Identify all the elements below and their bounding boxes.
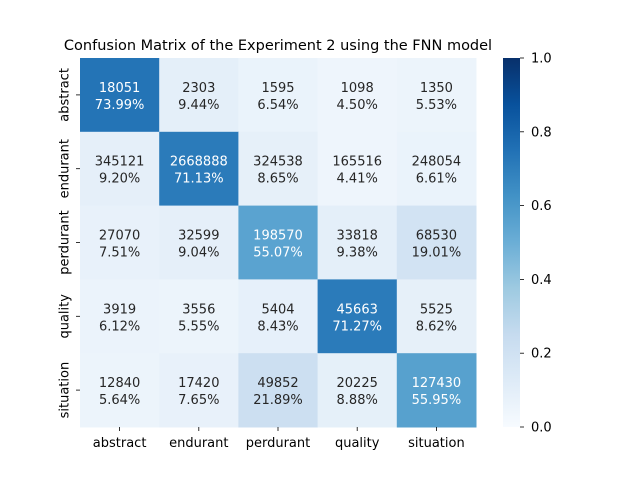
heatmap-cell	[238, 353, 319, 428]
cell-percent-label: 5.53%	[416, 98, 457, 113]
heatmap-cell	[396, 205, 477, 280]
cell-percent-label: 9.20%	[99, 172, 140, 187]
cell-count-label: 5525	[420, 302, 453, 317]
cell-count-label: 2668888	[170, 155, 228, 170]
cell-count-label: 20225	[337, 376, 378, 391]
cell-count-label: 248054	[412, 155, 462, 170]
colorbar-tick-label: 1.0	[531, 52, 552, 67]
colorbar-tick-label: 0.8	[531, 125, 552, 140]
cell-percent-label: 8.43%	[257, 319, 298, 334]
cell-count-label: 1098	[341, 81, 374, 96]
cell-percent-label: 6.54%	[257, 98, 298, 113]
y-tick-label: endurant	[58, 139, 73, 198]
cell-count-label: 5404	[261, 302, 294, 317]
heatmap-cell	[317, 58, 398, 133]
cell-count-label: 27070	[99, 229, 140, 244]
cell-percent-label: 8.88%	[337, 393, 378, 408]
cell-percent-label: 6.61%	[416, 172, 457, 187]
cell-count-label: 165516	[332, 155, 382, 170]
cell-count-label: 198570	[253, 229, 303, 244]
cell-percent-label: 6.12%	[99, 319, 140, 334]
x-axis-ticks: abstract endurant perdurant quality situatio…	[93, 427, 465, 451]
heatmap-cell	[396, 131, 477, 207]
cell-count-label: 3919	[103, 302, 136, 317]
heatmap-cell	[396, 58, 477, 133]
cell-percent-label: 55.07%	[253, 246, 303, 261]
cell-count-label: 1595	[261, 81, 294, 96]
x-tick-label: perdurant	[246, 436, 311, 451]
colorbar-ticks: 0.0 0.2 0.4 0.6 0.8 1.0	[520, 52, 552, 436]
cell-percent-label: 19.01%	[412, 246, 462, 261]
heatmap-cell	[80, 205, 160, 280]
heatmap-cell	[238, 131, 319, 207]
colorbar	[503, 58, 520, 427]
heatmap-cells: 18051 73.99% 2303 9.44% 1595 6.54% 1098 4.50% 13…	[80, 58, 477, 428]
cell-percent-label: 9.04%	[178, 246, 219, 261]
y-tick-label: situation	[58, 362, 73, 419]
cell-percent-label: 55.95%	[412, 393, 462, 408]
cell-percent-label: 5.55%	[178, 319, 219, 334]
heatmap-cell	[238, 58, 319, 133]
y-tick-label: quality	[58, 294, 73, 339]
heatmap-cell	[317, 353, 398, 428]
y-axis-ticks: abstract endurant perdurant quality situatio…	[58, 68, 80, 418]
x-tick-label: endurant	[169, 436, 228, 451]
cell-percent-label: 4.41%	[337, 172, 378, 187]
heatmap-cell	[159, 353, 239, 428]
chart-title: Confusion Matrix of the Experiment 2 usi…	[64, 38, 492, 54]
cell-count-label: 33818	[337, 229, 378, 244]
colorbar-tick-label: 0.6	[531, 199, 552, 214]
heatmap-cell	[80, 58, 160, 133]
cell-percent-label: 8.65%	[257, 172, 298, 187]
cell-count-label: 49852	[257, 376, 298, 391]
cell-count-label: 345121	[95, 155, 145, 170]
cell-percent-label: 9.44%	[178, 98, 219, 113]
cell-count-label: 3556	[182, 302, 215, 317]
heatmap-cell	[159, 279, 239, 354]
cell-percent-label: 7.65%	[178, 393, 219, 408]
colorbar-tick-label: 0.0	[531, 421, 552, 436]
cell-count-label: 32599	[178, 229, 219, 244]
x-tick-label: situation	[408, 436, 465, 451]
colorbar-tick-label: 0.4	[531, 273, 552, 288]
cell-count-label: 68530	[416, 229, 457, 244]
cell-count-label: 324538	[253, 155, 303, 170]
cell-percent-label: 7.51%	[99, 246, 140, 261]
cell-percent-label: 21.89%	[253, 393, 303, 408]
cell-count-label: 12840	[99, 376, 140, 391]
cell-percent-label: 8.62%	[416, 319, 457, 334]
colorbar-tick-label: 0.2	[531, 347, 552, 362]
heatmap-cell	[159, 131, 239, 207]
cell-percent-label: 5.64%	[99, 393, 140, 408]
y-tick-label: abstract	[58, 68, 73, 122]
heatmap-cell	[238, 279, 319, 354]
heatmap-cell	[80, 131, 160, 207]
x-tick-label: abstract	[93, 436, 147, 451]
heatmap-cell	[159, 205, 239, 280]
heatmap-cell	[396, 353, 477, 428]
heatmap-cell	[317, 279, 398, 354]
heatmap-cell	[317, 131, 398, 207]
cell-count-label: 1350	[420, 81, 453, 96]
heatmap-cell	[238, 205, 319, 280]
cell-count-label: 17420	[178, 376, 219, 391]
cell-count-label: 45663	[337, 302, 378, 317]
x-tick-label: quality	[335, 436, 380, 451]
heatmap-cell	[159, 58, 239, 133]
cell-percent-label: 4.50%	[337, 98, 378, 113]
cell-percent-label: 71.27%	[332, 319, 382, 334]
heatmap-cell	[80, 353, 160, 428]
heatmap-cell	[80, 279, 160, 354]
heatmap-cell	[396, 279, 477, 354]
cell-count-label: 2303	[182, 81, 215, 96]
heatmap-cell	[317, 205, 398, 280]
cell-percent-label: 73.99%	[95, 98, 145, 113]
y-tick-label: perdurant	[58, 210, 73, 275]
cell-percent-label: 9.38%	[337, 246, 378, 261]
cell-count-label: 127430	[412, 376, 462, 391]
cell-count-label: 18051	[99, 81, 140, 96]
cell-percent-label: 71.13%	[174, 172, 224, 187]
